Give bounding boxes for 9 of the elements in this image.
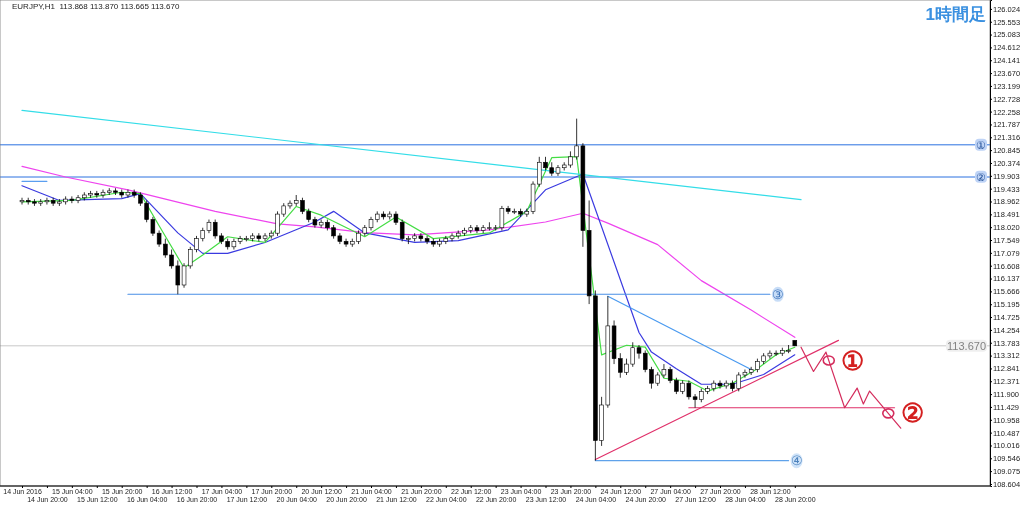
ref-line-label: 113.670 <box>947 339 986 352</box>
annotation: ① <box>841 345 865 376</box>
ref-line-label: ① <box>976 138 986 151</box>
chart-subtitle: EURJPY,H1 113.868 113.870 113.665 113.670 <box>12 2 180 11</box>
annotation: ② <box>900 398 924 429</box>
chart-title: 1時間足 <box>925 5 986 24</box>
series-label: ③ <box>771 286 784 302</box>
ref-line-label: ② <box>976 170 986 183</box>
series-label: ④ <box>790 453 803 469</box>
